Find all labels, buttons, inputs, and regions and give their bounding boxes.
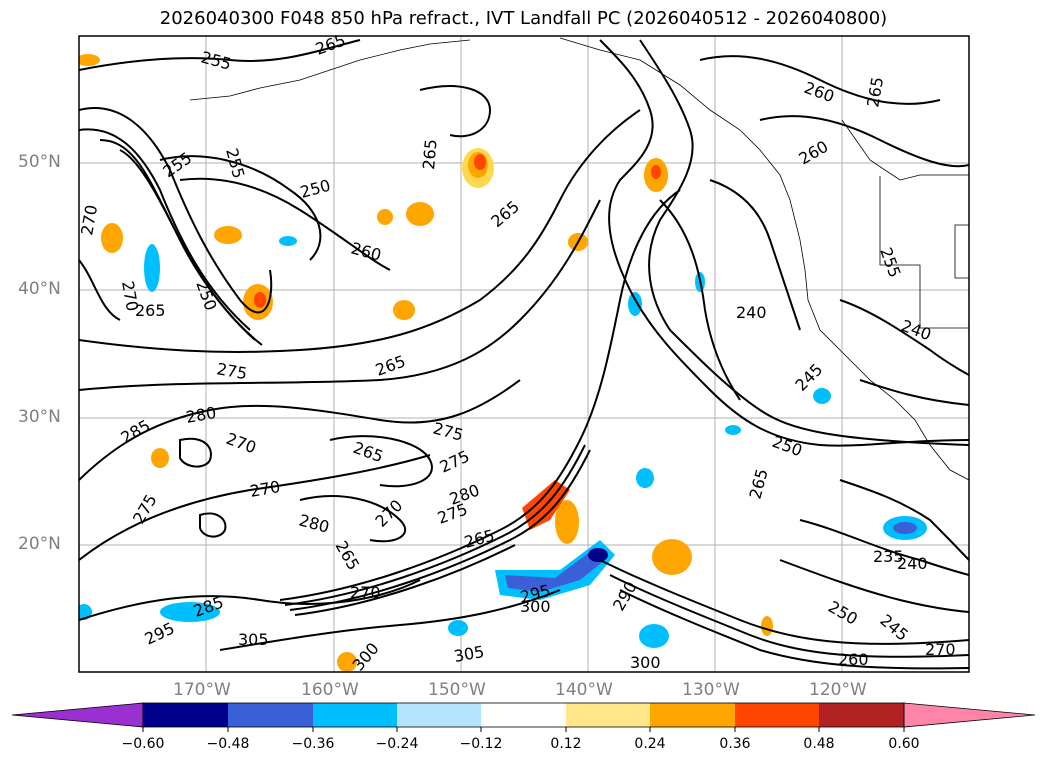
- lat-label: 50°N: [18, 152, 61, 172]
- contours: [79, 39, 969, 670]
- contour-label: 235: [873, 547, 904, 566]
- lon-label: 150°W: [428, 680, 486, 700]
- colorbar-segment: [313, 703, 397, 727]
- colorbar-extend-max: [903, 702, 1036, 728]
- colorbar-segment: [228, 703, 313, 727]
- lat-label: 40°N: [18, 279, 61, 299]
- colorbar-segment: [481, 703, 566, 727]
- colorbar-tick-label: 0.24: [634, 736, 666, 752]
- contour-label: 240: [897, 554, 928, 573]
- contour-label: 265: [135, 301, 166, 320]
- contour-label: 270: [350, 583, 381, 602]
- lon-label: 170°W: [173, 680, 231, 700]
- colorbar-segment: [735, 703, 819, 727]
- colorbar-tick-label: −0.60: [121, 736, 165, 752]
- colorbar-tick-label: −0.48: [206, 736, 250, 752]
- colorbar-tick-label: 0.12: [550, 736, 582, 752]
- colorbar-segment: [143, 703, 228, 727]
- map-title: 2026040300 F048 850 hPa refract., IVT La…: [159, 8, 888, 29]
- contour-label: 300: [630, 653, 661, 672]
- lat-label: 20°N: [18, 534, 61, 554]
- colorbar-segment: [397, 703, 481, 727]
- colorbar-tick-label: 0.48: [803, 736, 835, 752]
- lon-label: 140°W: [555, 680, 613, 700]
- colorbar-segment: [650, 703, 735, 727]
- lon-label: 120°W: [809, 680, 867, 700]
- contour-label: 240: [736, 303, 767, 322]
- colorbar-segment: [566, 703, 650, 727]
- gridlines: [79, 36, 969, 672]
- colorbar-tick-label: −0.12: [459, 736, 503, 752]
- colorbar-tick-label: −0.36: [291, 736, 335, 752]
- lon-label: 130°W: [682, 680, 740, 700]
- lon-label: 160°W: [301, 680, 359, 700]
- colorbar-segment: [819, 703, 904, 727]
- contour-label: 300: [520, 597, 551, 616]
- contour-label: 305: [238, 630, 269, 649]
- colorbar-tick-label: 0.60: [888, 736, 920, 752]
- shaded-patches: [79, 54, 927, 672]
- colorbar-outline: [142, 702, 905, 728]
- contour-label: 260: [838, 650, 869, 669]
- coastline: [189, 37, 969, 481]
- colorbar-segments: [11, 702, 1036, 732]
- map-panel: [79, 36, 969, 672]
- colorbar-tick-label: 0.36: [719, 736, 751, 752]
- lat-label: 30°N: [18, 407, 61, 427]
- colorbar-tick-label: −0.24: [375, 736, 419, 752]
- contour-label: 265: [419, 138, 441, 170]
- contour-label: 270: [925, 640, 956, 659]
- colorbar-extend-min: [11, 702, 144, 728]
- map-frame: [78, 35, 970, 673]
- contour-label: 270: [77, 203, 101, 236]
